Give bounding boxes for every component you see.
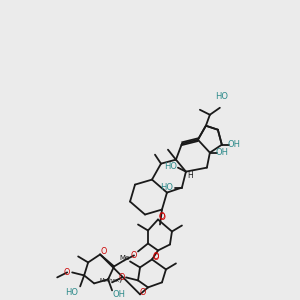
Text: O: O: [131, 251, 137, 260]
Text: Me: Me: [119, 255, 129, 261]
Text: HO: HO: [65, 288, 78, 297]
Text: H: H: [187, 171, 193, 180]
Text: OH: OH: [112, 290, 126, 299]
Text: O: O: [158, 213, 166, 222]
Text: Methoxy: Methoxy: [99, 278, 123, 283]
Text: O: O: [159, 212, 165, 221]
Text: HO: HO: [215, 92, 228, 101]
Text: O: O: [119, 273, 125, 282]
Text: O: O: [153, 253, 159, 262]
Text: O: O: [153, 252, 159, 261]
Text: HO: HO: [164, 162, 178, 171]
Text: O: O: [64, 268, 70, 277]
Text: O: O: [140, 288, 146, 297]
Text: OH: OH: [215, 148, 228, 157]
Text: OH: OH: [227, 140, 240, 149]
Text: O: O: [101, 247, 107, 256]
Text: HO: HO: [160, 183, 173, 192]
